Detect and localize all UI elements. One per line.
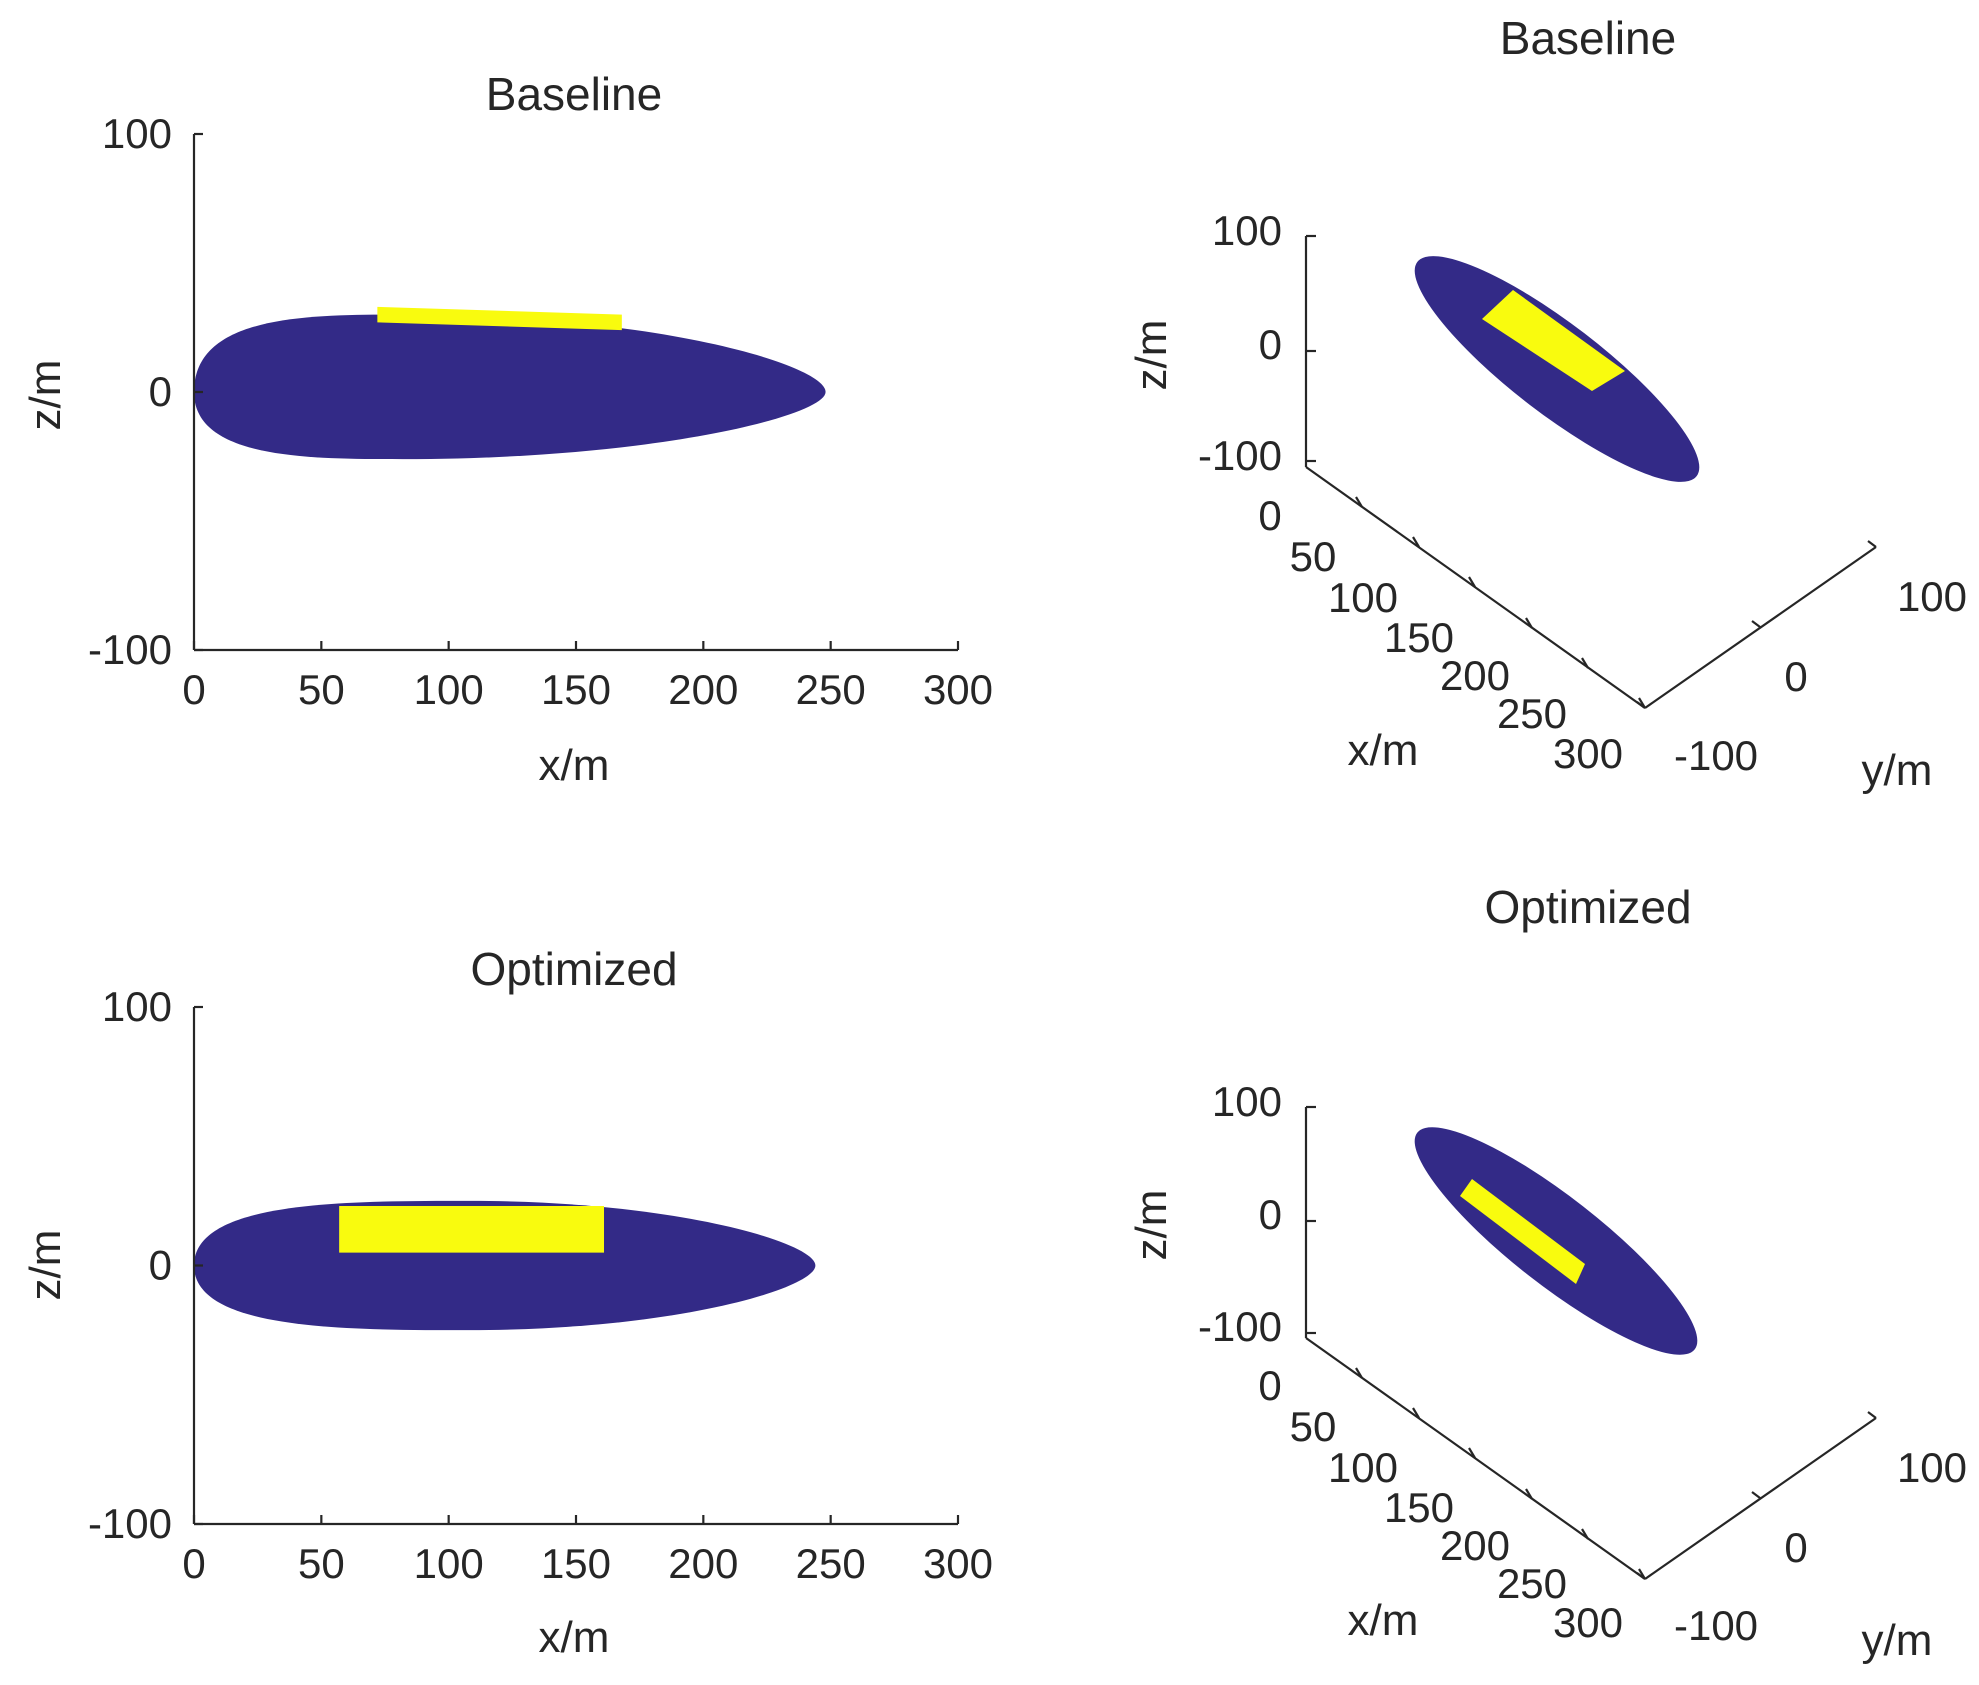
y-tick-label: 100: [1897, 573, 1967, 620]
hull-body-shape: [1414, 256, 1700, 482]
x-tick-label: 0: [182, 1540, 205, 1587]
y-tick: [1636, 1572, 1646, 1580]
hull-body-shape: [1414, 1127, 1698, 1355]
y-tick-label: -100: [1674, 1602, 1758, 1649]
x-tick-label: 250: [796, 666, 866, 713]
x-tick-label: 100: [414, 666, 484, 713]
z-axis-label: z/m: [1127, 320, 1176, 391]
y-tick-label: -100: [88, 1500, 172, 1547]
y-tick-label: 0: [1784, 653, 1807, 700]
x-tick-label: 200: [1440, 1522, 1510, 1569]
y-tick: [1751, 1491, 1761, 1499]
x-tick: [1412, 536, 1420, 548]
y-tick-label: 0: [1784, 1524, 1807, 1571]
x-tick: [1355, 496, 1363, 508]
y-axis-line: [1644, 1417, 1877, 1580]
x-tick: [1468, 1447, 1476, 1459]
x-tick-label: 250: [796, 1540, 866, 1587]
x-tick-label: 150: [1384, 614, 1454, 661]
patch-shape: [339, 1206, 605, 1253]
z-tick-label: 0: [1259, 1191, 1282, 1238]
y-tick-label: 100: [102, 983, 172, 1030]
panel-optimized-3d: Optimized 100 0 -100 0 50 100 150 200 25…: [1127, 881, 1967, 1665]
x-tick-label: 150: [541, 1540, 611, 1587]
x-axis-line: [1305, 466, 1646, 709]
x-tick-label: 0: [1258, 1362, 1281, 1409]
x-tick: [1581, 1528, 1589, 1540]
y-tick-label: -100: [1674, 732, 1758, 779]
z-tick-label: -100: [1198, 1303, 1282, 1350]
patch-shape: [377, 306, 622, 331]
patch-shape: [1460, 1179, 1585, 1284]
x-tick-label: 50: [1290, 533, 1337, 580]
x-tick-label: 300: [923, 666, 993, 713]
x-tick-label: 150: [541, 666, 611, 713]
x-tick-label: 300: [1553, 1599, 1623, 1646]
patch-shape: [1482, 290, 1625, 391]
y-tick-label: 0: [149, 368, 172, 415]
y-axis-line: [1644, 546, 1877, 709]
x-tick-label: 200: [668, 1540, 738, 1587]
x-tick-label: 200: [1440, 652, 1510, 699]
y-tick: [1867, 540, 1877, 548]
hull-body-shape: [194, 314, 826, 460]
x-tick: [1525, 1488, 1533, 1500]
y-tick: [1636, 701, 1646, 709]
y-tick-label: -100: [88, 626, 172, 673]
x-tick-label: 50: [298, 666, 345, 713]
x-tick-label: 0: [182, 666, 205, 713]
x-tick: [1412, 1407, 1420, 1419]
x-axis-label: x/m: [539, 741, 610, 790]
x-tick-label: 200: [668, 666, 738, 713]
x-tick: [1355, 1367, 1363, 1379]
x-tick: [1468, 576, 1476, 588]
panel-title: Baseline: [486, 68, 662, 120]
x-tick-label: 250: [1497, 690, 1567, 737]
panel-baseline-3d: Baseline 100 0 -100 0 50 100 150 200 250…: [1127, 12, 1967, 795]
y-tick: [1867, 1411, 1877, 1419]
x-axis-line: [1305, 1337, 1646, 1580]
y-axis-label: z/m: [21, 1230, 70, 1301]
x-tick: [1525, 617, 1533, 629]
x-tick-label: 100: [414, 1540, 484, 1587]
y-tick-label: 100: [102, 110, 172, 157]
z-tick-label: 0: [1259, 321, 1282, 368]
z-tick-label: 100: [1212, 1078, 1282, 1125]
x-tick-label: 100: [1328, 574, 1398, 621]
x-tick: [1581, 657, 1589, 669]
z-axis-label: z/m: [1127, 1190, 1176, 1261]
x-tick-label: 100: [1328, 1444, 1398, 1491]
x-tick-label: 50: [1290, 1403, 1337, 1450]
panel-title: Optimized: [1484, 881, 1691, 933]
x-tick-label: 250: [1497, 1560, 1567, 1607]
y-tick-label: 100: [1897, 1444, 1967, 1491]
x-tick-label: 150: [1384, 1484, 1454, 1531]
x-tick-label: 50: [298, 1540, 345, 1587]
y-tick-label: 0: [149, 1242, 172, 1289]
y-axis-label: y/m: [1862, 746, 1933, 795]
y-tick: [1751, 620, 1761, 628]
panel-title: Optimized: [470, 943, 677, 995]
panel-title: Baseline: [1500, 12, 1676, 64]
z-tick-label: -100: [1198, 432, 1282, 479]
z-tick-label: 100: [1212, 207, 1282, 254]
x-tick-label: 300: [1553, 730, 1623, 777]
x-axis-label: x/m: [1348, 1596, 1419, 1645]
x-axis-label: x/m: [539, 1613, 610, 1662]
y-axis-label: z/m: [21, 360, 70, 431]
x-axis-label: x/m: [1348, 726, 1419, 775]
x-tick-label: 0: [1258, 492, 1281, 539]
y-axis-label: y/m: [1862, 1616, 1933, 1665]
x-tick-label: 300: [923, 1540, 993, 1587]
